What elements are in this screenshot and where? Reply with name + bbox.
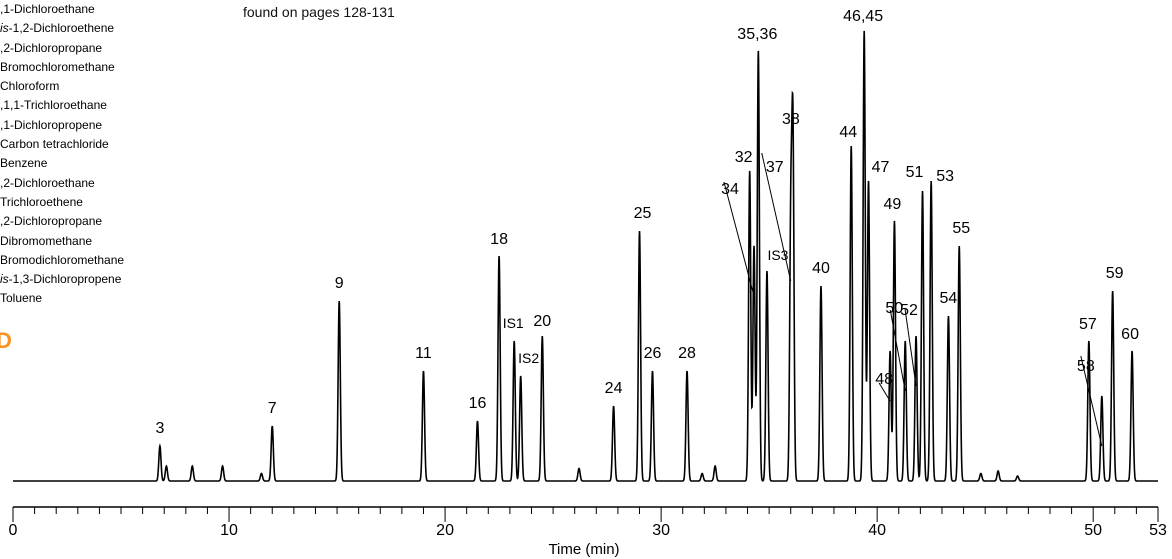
peak-label: 28 [678, 345, 696, 362]
leader-line [904, 308, 917, 387]
compound-list-item: Toluene [0, 291, 43, 306]
peak-label: 57 [1079, 316, 1097, 333]
x-axis: 0 10 20 30 40 50 53 [9, 506, 1167, 539]
compound-list-item: is-1,2-Dichloroethene [0, 21, 115, 36]
peak-label: 34 [721, 181, 739, 198]
peak-label: 60 [1121, 326, 1139, 343]
peak-label: 49 [884, 196, 902, 213]
compound-list-item: is-1,3-Dichloropropene [0, 272, 122, 287]
peak-label: 25 [634, 205, 652, 222]
panel-letter: D [0, 328, 12, 353]
peak-label: 55 [952, 220, 970, 237]
x-tick-label: 0 [9, 522, 18, 539]
compound-list-item: ,2-Dichloroethane [0, 175, 95, 190]
compound-list-item: Trichloroethene [0, 194, 83, 209]
peak-label: 35,36 [737, 26, 777, 43]
peak-label: 53 [936, 168, 954, 185]
page-reference-note: found on pages 128-131 [243, 4, 395, 20]
peak-label: 9 [335, 275, 344, 292]
peak-label: 58 [1077, 358, 1095, 375]
peak-label: 7 [268, 400, 277, 417]
compound-list-item: Carbon tetrachloride [0, 137, 109, 152]
peak-label: 24 [605, 380, 623, 397]
compound-list-item: Chloroform [0, 79, 60, 94]
peak-label: IS3 [767, 247, 788, 263]
x-tick-label: 20 [436, 522, 454, 539]
peak-label: 47 [872, 159, 890, 176]
peak-label: 3 [155, 420, 164, 437]
peak-label: 46,45 [843, 8, 883, 25]
peak-label: 16 [469, 395, 487, 412]
peak-label: IS1 [503, 315, 524, 331]
peak-label: 44 [839, 124, 857, 141]
peak-label: 20 [533, 313, 551, 330]
chromatogram-trace [13, 30, 1158, 482]
leader-line [1080, 355, 1103, 447]
peak-label: 52 [900, 302, 918, 319]
peak-label: 37 [766, 159, 784, 176]
peak-label: 54 [940, 290, 958, 307]
peak-label: 51 [906, 164, 924, 181]
x-tick-label: 53 [1149, 522, 1167, 539]
peak-label: 11 [415, 345, 432, 362]
peak-label: 50 [885, 300, 903, 317]
compound-legend-list: ,1-Dichloroethane is-1,2-Dichloroethene ,2… [0, 0, 124, 309]
peak-label: 32 [735, 149, 753, 166]
compound-list-item: Benzene [0, 156, 48, 171]
peak-label: 48 [875, 371, 893, 388]
compound-list-item: Bromochloromethane [0, 59, 115, 74]
x-tick-label: 50 [1084, 522, 1102, 539]
peak-label: 18 [490, 231, 508, 248]
x-tick-label: 30 [652, 522, 670, 539]
compound-list-item: Dibromomethane [0, 233, 93, 248]
chromatogram-trace-layer [13, 30, 1158, 482]
leader-line [723, 181, 755, 297]
x-tick-label: 10 [220, 522, 238, 539]
peak-label: 59 [1106, 265, 1124, 282]
compound-list-item: ,1,1-Trichloroethane [0, 98, 107, 113]
peak-label: IS2 [518, 350, 539, 366]
leader-line [889, 309, 906, 392]
leader-lines [723, 152, 1103, 447]
compound-list-item: ,2-Dichloropropane [0, 214, 103, 229]
peak-label: 38 [782, 111, 800, 128]
peak-label: 26 [644, 345, 662, 362]
peak-label: 40 [812, 260, 830, 277]
compound-list-item: ,2-Dichloropropane [0, 40, 103, 55]
compound-list-item: ,1-Dichloroethane [0, 2, 95, 16]
leader-line [761, 152, 792, 282]
x-tick-label: 40 [868, 522, 886, 539]
leader-line [878, 382, 891, 402]
x-axis-title: Time (min) [548, 541, 619, 558]
compound-list-item: ,1-Dichloropropene [0, 117, 103, 132]
compound-list-item: Bromodichloromethane [0, 252, 125, 267]
